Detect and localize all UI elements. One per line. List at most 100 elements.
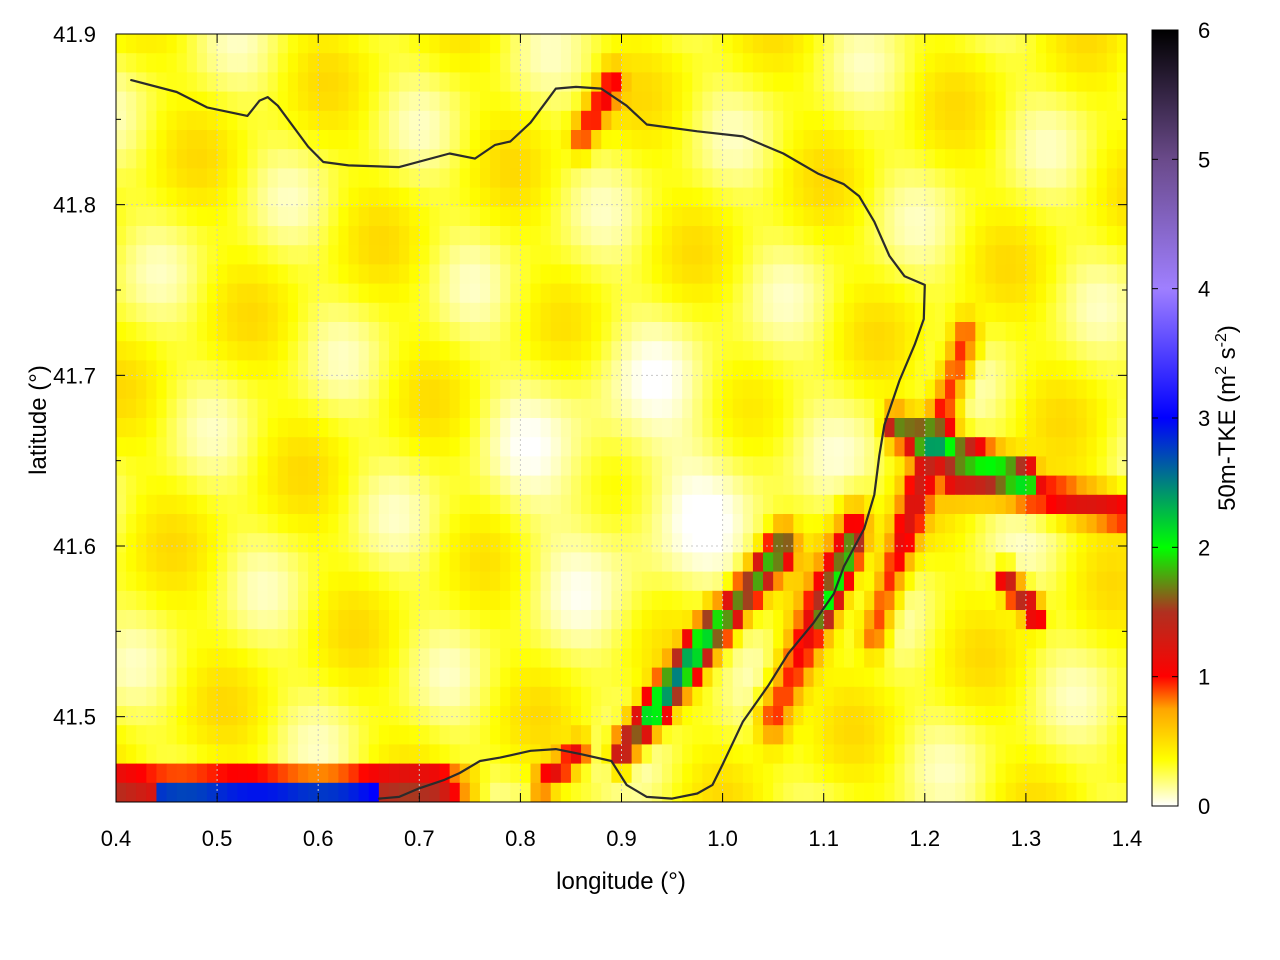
heatmap-cell — [1005, 763, 1017, 784]
heatmap-cell — [490, 533, 501, 553]
heatmap-cell — [520, 744, 532, 765]
heatmap-cell — [156, 648, 168, 669]
heatmap-cell — [550, 782, 562, 802]
heatmap-cell — [146, 302, 158, 323]
heatmap-cell — [722, 686, 734, 707]
heatmap-cell — [955, 763, 966, 784]
heatmap-cell — [894, 514, 906, 534]
heatmap-cell — [874, 533, 885, 553]
heatmap-cell — [348, 418, 360, 438]
heatmap-cell — [1116, 398, 1127, 419]
heatmap-cell — [1056, 552, 1067, 573]
heatmap-cell — [500, 475, 511, 496]
heatmap-cell — [227, 667, 238, 688]
heatmap-cell — [126, 418, 137, 438]
heatmap-cell — [388, 437, 400, 457]
heatmap-cell — [308, 763, 319, 784]
heatmap-cell — [773, 398, 784, 419]
heatmap-cell — [1056, 475, 1067, 496]
heatmap-cell — [1005, 725, 1017, 745]
heatmap-cell — [459, 475, 471, 496]
heatmap-cell — [368, 206, 380, 227]
heatmap-cell — [854, 130, 865, 150]
heatmap-cell — [773, 149, 784, 169]
heatmap-cell — [206, 437, 218, 457]
heatmap-cell — [176, 725, 188, 745]
heatmap-cell — [308, 341, 319, 361]
heatmap-cell — [672, 283, 683, 304]
heatmap-cell — [368, 110, 380, 131]
heatmap-cell — [156, 110, 168, 131]
heatmap-cell — [196, 475, 208, 496]
heatmap-cell — [874, 91, 885, 112]
heatmap-cell — [1096, 264, 1108, 285]
heatmap-cell — [217, 91, 228, 112]
heatmap-cell — [722, 725, 734, 745]
heatmap-cell — [520, 648, 532, 669]
heatmap-cell — [864, 72, 875, 93]
heatmap-cell — [1096, 322, 1108, 342]
heatmap-cell — [439, 206, 451, 227]
heatmap-cell — [1106, 418, 1118, 438]
heatmap-cell — [1086, 610, 1098, 630]
heatmap-cell — [1096, 72, 1108, 93]
heatmap-cell — [227, 360, 238, 381]
heatmap-cell — [368, 226, 380, 246]
heatmap-cell — [1076, 379, 1088, 400]
heatmap-cell — [985, 590, 997, 611]
heatmap-cell — [854, 610, 865, 630]
heatmap-cell — [368, 91, 380, 112]
heatmap-cell — [136, 149, 147, 169]
heatmap-cell — [1066, 744, 1078, 765]
heatmap-cell — [823, 110, 835, 131]
heatmap-cell — [692, 552, 703, 573]
heatmap-cell — [914, 418, 926, 438]
heatmap-cell — [763, 168, 774, 189]
heatmap-cell — [328, 226, 340, 246]
heatmap-cell — [368, 456, 380, 477]
heatmap-cell — [287, 571, 299, 592]
heatmap-cell — [924, 398, 936, 419]
heatmap-cell — [429, 34, 441, 54]
heatmap-cell — [864, 149, 875, 169]
heatmap-cell — [479, 110, 491, 131]
heatmap-cell — [338, 283, 350, 304]
heatmap-cell — [813, 283, 825, 304]
heatmap-cell — [500, 725, 511, 745]
heatmap-cell — [297, 456, 309, 477]
heatmap-cell — [651, 686, 663, 707]
heatmap-cell — [287, 475, 299, 496]
heatmap-cell — [904, 629, 916, 649]
heatmap-cell — [308, 379, 319, 400]
heatmap-cell — [823, 34, 835, 54]
heatmap-cell — [136, 552, 147, 573]
heatmap-cell — [783, 533, 794, 553]
heatmap-cell — [1096, 34, 1108, 54]
heatmap-cell — [894, 130, 906, 150]
heatmap-cell — [439, 398, 451, 419]
heatmap-cell — [581, 379, 592, 400]
heatmap-cell — [803, 226, 815, 246]
heatmap-cell — [116, 226, 127, 246]
heatmap-cell — [631, 475, 643, 496]
heatmap-cell — [864, 475, 875, 496]
heatmap-cell — [318, 629, 329, 649]
heatmap-cell — [469, 533, 481, 553]
heatmap-cell — [995, 53, 1007, 73]
heatmap-cell — [1056, 782, 1067, 802]
heatmap-cell — [490, 149, 501, 169]
heatmap-cell — [146, 533, 158, 553]
heatmap-cell — [206, 629, 218, 649]
heatmap-cell — [156, 168, 168, 189]
heatmap-cell — [722, 110, 734, 131]
heatmap-cell — [358, 782, 370, 802]
heatmap-cell — [308, 629, 319, 649]
heatmap-cell — [277, 34, 289, 54]
heatmap-cell — [146, 110, 158, 131]
heatmap-cell — [368, 475, 380, 496]
heatmap-cell — [570, 648, 582, 669]
heatmap-cell — [702, 629, 714, 649]
heatmap-cell — [672, 610, 683, 630]
heatmap-cell — [611, 686, 623, 707]
heatmap-cell — [267, 667, 279, 688]
